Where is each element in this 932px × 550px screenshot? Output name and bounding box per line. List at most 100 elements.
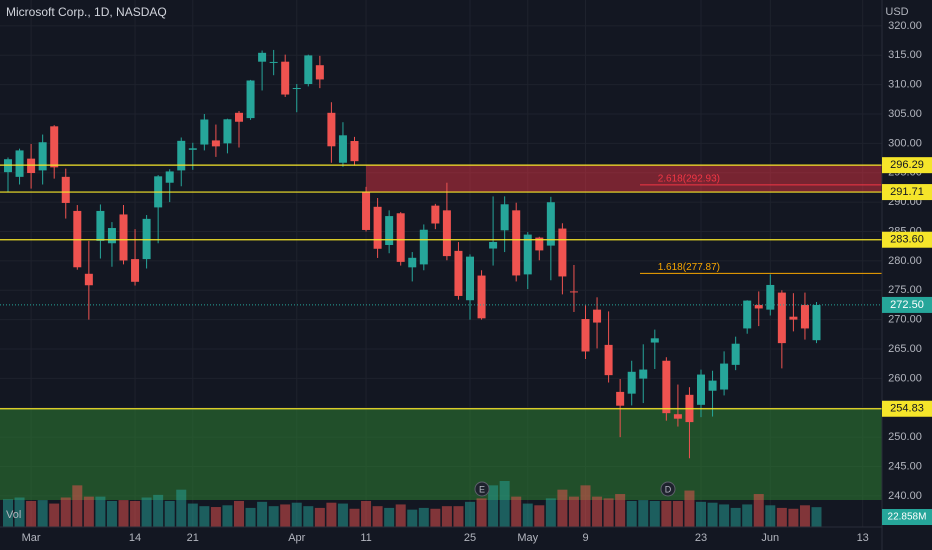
- y-tick-label: 265.00: [888, 343, 922, 355]
- candle-body: [650, 338, 659, 343]
- volume-bar: [476, 498, 487, 527]
- candle-body: [200, 119, 209, 145]
- volume-bar: [118, 500, 129, 527]
- volume-bar: [234, 500, 244, 527]
- level-label: 254.83: [890, 403, 924, 415]
- y-tick-label: 280.00: [888, 255, 922, 267]
- volume-bar: [511, 496, 522, 527]
- y-tick-label: 320.00: [888, 20, 922, 32]
- volume-bar: [407, 509, 418, 527]
- y-tick-label: 310.00: [888, 79, 922, 91]
- volume-bar: [788, 508, 799, 527]
- candle-body: [766, 284, 775, 310]
- candle-body: [131, 259, 140, 282]
- candle-body: [489, 241, 498, 249]
- volume-bar: [765, 505, 776, 527]
- y-tick-label: 275.00: [888, 284, 922, 296]
- candle-body: [50, 126, 59, 168]
- candle-body: [188, 148, 197, 150]
- volume-bar: [361, 500, 372, 527]
- volume-bar: [60, 497, 71, 527]
- volume-bar: [799, 505, 810, 527]
- candle-body: [304, 55, 313, 85]
- volume-bar: [592, 496, 603, 527]
- candle-body: [38, 142, 47, 171]
- volume-bar: [130, 500, 141, 527]
- candle-body: [107, 228, 116, 244]
- volume-bar: [337, 503, 348, 527]
- volume-bar: [83, 496, 94, 527]
- candle-body: [800, 304, 809, 329]
- candle-body: [223, 119, 232, 144]
- volume-bar: [534, 505, 545, 527]
- volume-bar: [199, 506, 210, 527]
- volume-bar: [210, 507, 221, 527]
- volume-bar: [280, 504, 291, 527]
- volume-bar: [37, 500, 48, 527]
- event-label: D: [665, 484, 672, 494]
- y-tick-label: 240.00: [888, 490, 922, 502]
- candle-body: [708, 380, 717, 391]
- y-tick-label: 245.00: [888, 460, 922, 472]
- volume-bar: [626, 500, 637, 527]
- candle-body: [731, 343, 740, 365]
- event-marker[interactable]: D: [660, 481, 676, 497]
- candle-body: [211, 140, 220, 147]
- volume-bar: [14, 497, 25, 527]
- volume-bar: [326, 502, 337, 527]
- candle-body: [720, 363, 729, 390]
- candle-body: [558, 228, 567, 277]
- candle-body: [477, 275, 486, 319]
- volume-bar: [545, 498, 556, 527]
- x-tick-label: Apr: [288, 532, 305, 544]
- volume-bar: [141, 497, 152, 527]
- candle-body: [500, 204, 509, 231]
- volume-bar: [811, 507, 822, 527]
- candle-body: [246, 80, 255, 119]
- volume-bar: [372, 506, 383, 527]
- level-tag: [882, 231, 932, 248]
- volume-bar: [349, 508, 360, 527]
- currency: USD: [885, 6, 908, 18]
- y-tick-label: 315.00: [888, 49, 922, 61]
- event-marker[interactable]: E: [474, 481, 490, 497]
- volume-bar: [384, 507, 395, 527]
- level-tag: [882, 184, 932, 201]
- candle-body: [535, 237, 544, 251]
- volume-bar: [95, 496, 106, 527]
- volume-bar: [719, 504, 730, 527]
- volume-bar: [753, 494, 764, 527]
- candle-body: [408, 257, 417, 268]
- volume-bar: [430, 508, 441, 527]
- level-label: 296.29: [890, 159, 924, 171]
- candle-body: [546, 202, 555, 246]
- candle-body: [812, 304, 821, 341]
- volume-bar: [465, 501, 475, 527]
- candle-body: [235, 112, 243, 122]
- x-tick-label: 13: [857, 532, 869, 544]
- volume-bar: [26, 500, 37, 527]
- candle-body: [581, 319, 590, 352]
- candle-body: [627, 371, 636, 394]
- volume-bar: [441, 506, 452, 527]
- candle-body: [350, 141, 359, 162]
- volume-bar: [603, 498, 614, 527]
- candle-body: [593, 309, 602, 323]
- volume-bar: [615, 494, 626, 527]
- resistance-zone: [366, 165, 882, 193]
- volume-bar: [164, 500, 175, 527]
- fib-label: 1.618(277.87): [658, 262, 720, 273]
- x-tick-label: Jun: [761, 532, 779, 544]
- candle-body: [338, 135, 347, 163]
- candle-body: [662, 360, 671, 414]
- candle-body: [419, 229, 428, 265]
- chart-title: Microsoft Corp., 1D, NASDAQ: [6, 5, 167, 19]
- volume-bar: [3, 499, 13, 527]
- candle-body: [292, 88, 301, 90]
- candle-body: [396, 213, 405, 262]
- candle-body: [385, 216, 394, 246]
- candle-body: [315, 65, 324, 80]
- volume-bar: [499, 481, 510, 527]
- candle-body: [512, 210, 521, 276]
- volume-bar: [649, 500, 660, 527]
